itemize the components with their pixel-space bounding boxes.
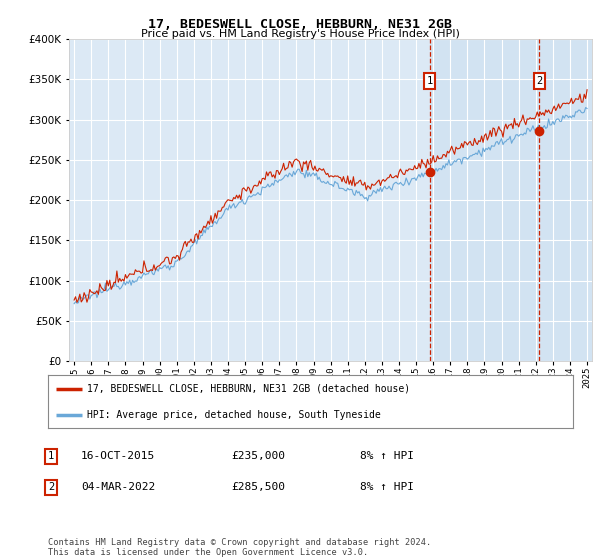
Text: 2: 2 [48,482,54,492]
Text: 1: 1 [48,451,54,461]
Text: £285,500: £285,500 [231,482,285,492]
Text: HPI: Average price, detached house, South Tyneside: HPI: Average price, detached house, Sout… [88,410,381,420]
Text: 17, BEDESWELL CLOSE, HEBBURN, NE31 2GB: 17, BEDESWELL CLOSE, HEBBURN, NE31 2GB [148,18,452,31]
Text: £235,000: £235,000 [231,451,285,461]
Text: 2: 2 [536,76,542,86]
Text: 04-MAR-2022: 04-MAR-2022 [81,482,155,492]
Text: 8% ↑ HPI: 8% ↑ HPI [360,482,414,492]
Text: 17, BEDESWELL CLOSE, HEBBURN, NE31 2GB (detached house): 17, BEDESWELL CLOSE, HEBBURN, NE31 2GB (… [88,384,410,394]
Bar [430,39,596,361]
Text: Contains HM Land Registry data © Crown copyright and database right 2024.
This d: Contains HM Land Registry data © Crown c… [48,538,431,557]
Text: Price paid vs. HM Land Registry's House Price Index (HPI): Price paid vs. HM Land Registry's House … [140,29,460,39]
Text: 8% ↑ HPI: 8% ↑ HPI [360,451,414,461]
Text: 1: 1 [427,76,433,86]
Text: 16-OCT-2015: 16-OCT-2015 [81,451,155,461]
